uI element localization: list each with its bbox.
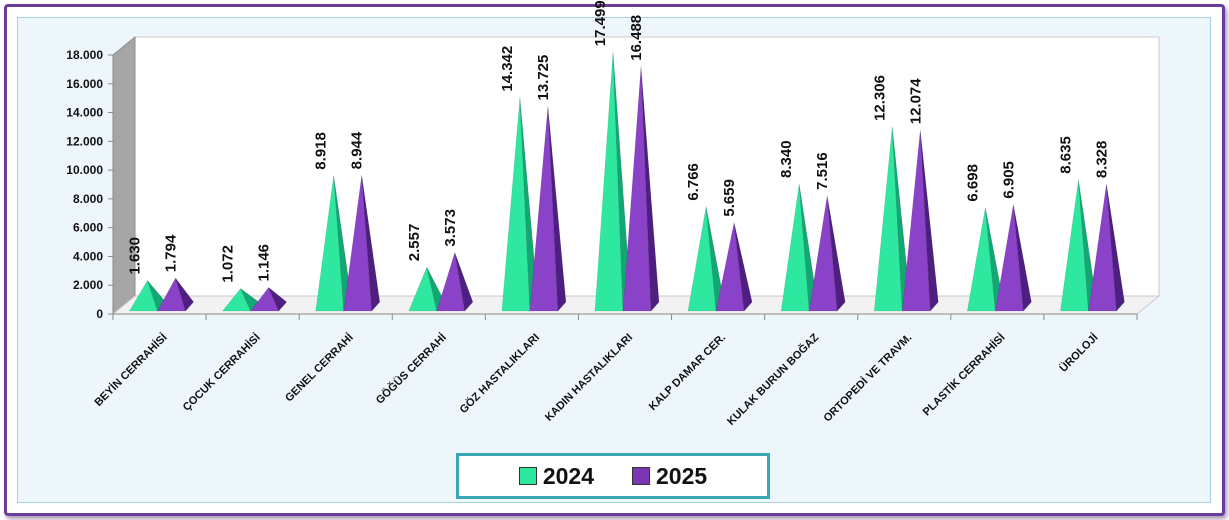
- x-tick-label: GÖZ HASTALIKLARI: [457, 331, 542, 416]
- data-label-2025: 8.944: [349, 131, 366, 169]
- data-label-2024: 12.306: [871, 75, 888, 121]
- legend-swatch-2025: [632, 467, 650, 485]
- y-tick-label: 12.000: [66, 134, 103, 148]
- bar-2025: [715, 222, 753, 312]
- data-label-2024: 1.072: [220, 245, 237, 283]
- data-label-2024: 6.766: [685, 163, 702, 201]
- data-label-2025: 1.146: [256, 244, 273, 282]
- data-label-2024: 6.698: [964, 164, 981, 202]
- data-label-2025: 7.516: [814, 152, 831, 190]
- x-tick-label: ORTOPEDİ VE TRAVM.: [821, 331, 915, 425]
- x-tick-label: KADIN HASTALIKLARI: [543, 332, 635, 424]
- x-tick-label: ÜROLOJİ: [1057, 331, 1101, 375]
- bar-2025: [1088, 184, 1125, 312]
- bar-2025: [622, 66, 660, 312]
- y-tick-label: 10.000: [66, 163, 103, 177]
- x-tick-label: BEYİN CERRAHİSİ: [92, 331, 170, 409]
- bar-2024: [687, 206, 725, 312]
- data-label-2024: 1.630: [127, 237, 144, 275]
- y-tick-label: 4.000: [73, 249, 103, 263]
- bar-2025: [343, 175, 381, 312]
- data-label-2025: 8.328: [1093, 141, 1110, 179]
- data-label-2024: 14.342: [499, 46, 516, 92]
- x-tick-label: PLASTİK CERRAHİSİ: [920, 331, 1007, 418]
- bar-2025: [250, 286, 288, 312]
- data-label-2025: 6.905: [1000, 161, 1017, 199]
- bar-2025: [901, 130, 939, 312]
- x-tick-label: GENEL CERRAHİ: [282, 331, 355, 404]
- data-label-2024: 17.499: [592, 0, 609, 46]
- y-tick-label: 14.000: [66, 106, 103, 120]
- bar-2024: [967, 207, 1004, 312]
- y-tick-label: 8.000: [73, 192, 103, 206]
- data-label-2025: 16.488: [628, 15, 645, 61]
- chart-legend: 2024 2025: [456, 453, 770, 499]
- data-label-2025: 1.794: [163, 234, 180, 272]
- bar-2024: [780, 183, 818, 312]
- data-label-2024: 8.340: [778, 140, 795, 178]
- legend-item-2024: 2024: [518, 462, 594, 490]
- bar-2025: [157, 277, 194, 312]
- bar-2025: [995, 204, 1032, 312]
- legend-swatch-2024: [518, 467, 537, 485]
- legend-label-2025: 2025: [656, 462, 708, 489]
- legend-label-2024: 2024: [542, 462, 594, 489]
- data-label-2025: 5.659: [721, 179, 738, 217]
- data-label-2024: 2.557: [406, 224, 423, 262]
- legend-item-2025: 2025: [632, 463, 707, 490]
- y-tick-label: 18.000: [66, 48, 103, 62]
- data-label-2025: 13.725: [535, 55, 552, 101]
- bar-2024: [873, 126, 911, 312]
- x-tick-label: GÖĞÜS CERRAHİ: [373, 331, 449, 407]
- data-label-2025: 12.074: [907, 78, 924, 125]
- data-label-2024: 8.918: [313, 132, 330, 170]
- y-tick-label: 2.000: [73, 278, 103, 292]
- y-tick-label: 6.000: [73, 221, 103, 235]
- data-label-2025: 3.573: [442, 209, 459, 247]
- y-tick-label: 16.000: [66, 77, 103, 91]
- y-tick-label: 0: [96, 307, 103, 321]
- x-tick-label: ÇOCUK CERRAHİSİ: [180, 331, 263, 414]
- x-tick-label: KALP DAMAR CER.: [647, 332, 728, 413]
- bar-2025: [436, 252, 474, 312]
- bar-2025: [529, 106, 567, 312]
- bar-2025: [808, 195, 846, 312]
- x-tick-label: KULAK BURUN BOĞAZ: [724, 331, 821, 428]
- data-label-2024: 8.635: [1057, 136, 1074, 174]
